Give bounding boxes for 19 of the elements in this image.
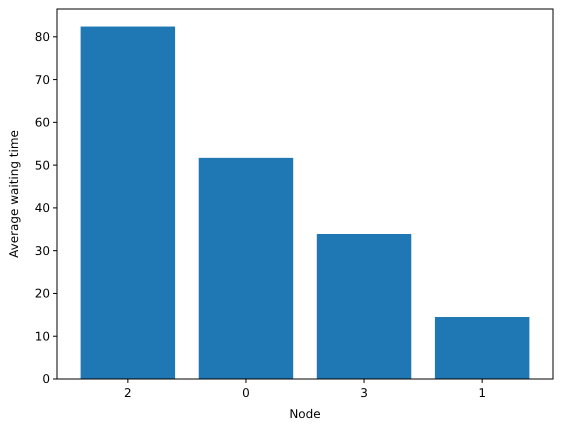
y-tick-label: 60 <box>34 116 50 130</box>
bar <box>80 26 176 379</box>
bar <box>434 316 530 379</box>
y-tick-label: 50 <box>34 158 50 172</box>
x-tick-label: 2 <box>124 386 132 400</box>
x-tick-label: 3 <box>360 386 368 400</box>
y-tick-label: 0 <box>42 372 50 386</box>
bar <box>198 158 294 379</box>
x-tick-label: 0 <box>242 386 250 400</box>
y-tick-label: 70 <box>34 72 50 87</box>
y-axis-title: Average waiting time <box>7 130 21 258</box>
x-axis-title: Node <box>289 407 321 421</box>
y-tick-label: 40 <box>34 201 50 216</box>
y-tick-label: 80 <box>34 30 50 44</box>
x-tick-label: 1 <box>478 386 486 400</box>
y-tick-label: 10 <box>34 329 50 344</box>
y-tick-label: 20 <box>34 286 50 301</box>
y-tick-label: 30 <box>34 244 50 258</box>
bar <box>316 234 412 379</box>
